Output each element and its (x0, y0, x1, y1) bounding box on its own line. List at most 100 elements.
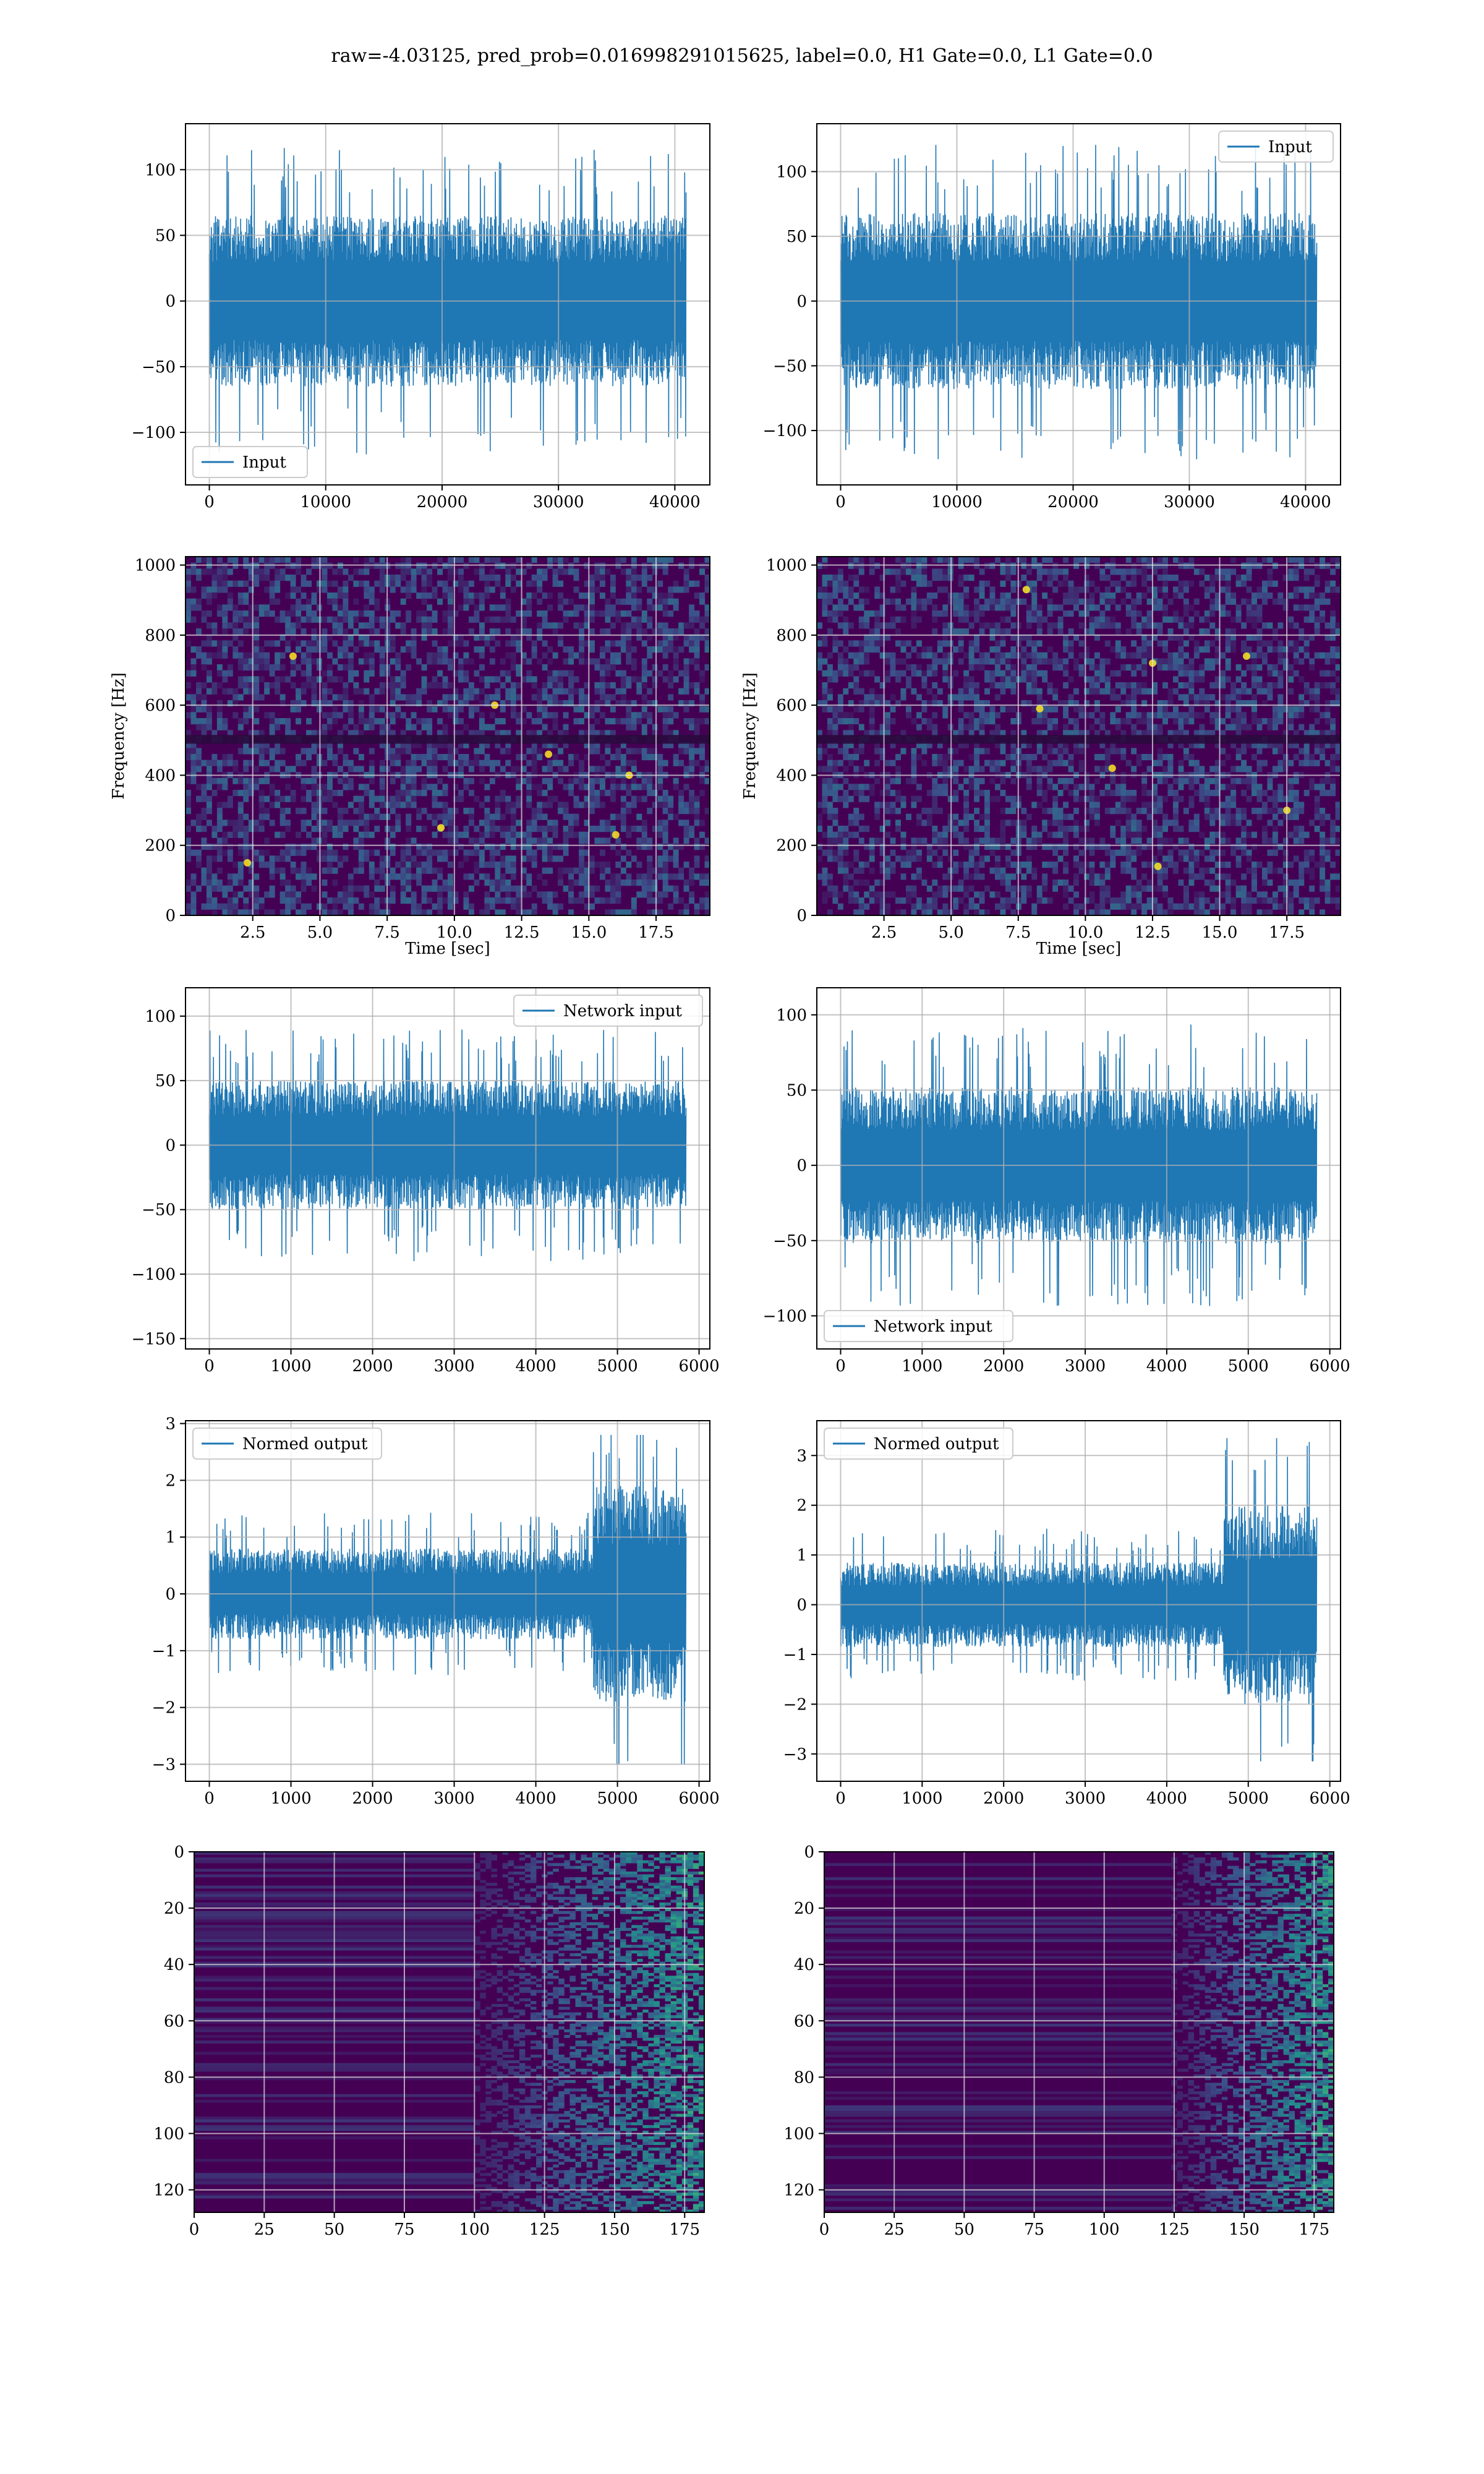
spectrogram-cell (296, 849, 302, 856)
spectrogram-cell (306, 658, 312, 665)
y-tick-label: −50 (142, 358, 176, 377)
spectrogram-cell (631, 575, 637, 581)
spectrogram-cell (222, 646, 228, 653)
spectrogram-cell (853, 766, 859, 773)
spectrogram-cell (542, 813, 548, 820)
spectrogram-cell (311, 694, 317, 701)
spectrogram-cell (311, 562, 317, 569)
spectrogram-cell (505, 867, 511, 874)
spectrogram-cell (484, 873, 490, 880)
spectrogram-cell (474, 568, 480, 575)
spectrogram-cell (332, 802, 338, 808)
spectrogram-cell (332, 903, 338, 910)
spectrogram-cell (1115, 724, 1121, 730)
spectrogram-cell (694, 760, 700, 766)
spectrogram-cell (1252, 742, 1257, 748)
spectrogram-cell (275, 658, 281, 665)
spectrogram-cell (1178, 664, 1184, 671)
spectrogram-cell (348, 730, 354, 737)
spectrogram-cell (364, 557, 370, 563)
spectrogram-cell (662, 831, 668, 838)
spectrogram-cell (626, 760, 632, 766)
spectrogram-cell (958, 598, 964, 605)
spectrogram-cell (1167, 628, 1174, 635)
spectrogram-cell (379, 909, 385, 915)
spectrogram-cell (521, 628, 527, 635)
spectrogram-cell (427, 706, 433, 713)
spectrogram-cell (589, 706, 595, 713)
spectrogram-cell (500, 616, 506, 623)
spectrogram-cell (636, 676, 642, 683)
spectrogram-cell (1209, 718, 1216, 725)
spectrogram-cell (275, 802, 281, 808)
spectrogram-cell (516, 694, 522, 701)
spectrogram-cell (1104, 730, 1111, 737)
spectrogram-cell (364, 593, 370, 599)
spectrogram-cell (678, 802, 684, 808)
spectrogram-cell (432, 766, 438, 773)
spectrogram-cell (547, 760, 553, 766)
spectrogram-cell (885, 658, 891, 665)
spectrogram-cell (474, 760, 480, 766)
spectrogram-cell (526, 849, 532, 856)
spectrogram-cell (678, 670, 684, 677)
spectrogram-cell (211, 777, 218, 784)
spectrogram-cell (453, 831, 459, 838)
spectrogram-cell (1172, 610, 1179, 617)
spectrogram-cell (296, 844, 302, 850)
spectrogram-cell (1026, 688, 1032, 695)
spectrogram-cell (374, 646, 380, 653)
spectrogram-cell (911, 718, 917, 725)
spectrogram-cell (605, 598, 611, 605)
spectrogram-cell (1252, 616, 1257, 623)
spectrogram-cell (400, 897, 406, 904)
spectrogram-cell (1005, 706, 1011, 713)
spectrogram-cell (594, 658, 600, 665)
spectrogram-cell (1298, 694, 1305, 701)
spectrogram-cell (379, 873, 385, 880)
spectrogram-cell (301, 885, 307, 892)
spectrogram-cell (1010, 646, 1017, 653)
spectrogram-cell (279, 760, 286, 766)
spectrogram-cell (1225, 598, 1231, 605)
spectrogram-cell (411, 568, 417, 575)
spectrogram-cell (186, 730, 191, 737)
spectrogram-cell (1125, 682, 1132, 689)
spectrogram-cell (195, 557, 202, 563)
spectrogram-cell (699, 718, 706, 725)
spectrogram-cell (942, 610, 949, 617)
spectrogram-cell (432, 831, 438, 838)
legend-label: Input (1268, 138, 1312, 156)
spectrogram-cell (689, 557, 695, 563)
spectrogram-cell (694, 802, 700, 808)
spectrogram-cell (689, 682, 695, 689)
spectrogram-cell (479, 568, 485, 575)
spectrogram-cell (694, 610, 700, 617)
spectrogram-cell (1021, 754, 1027, 761)
spectrogram-cell (1214, 712, 1221, 719)
spectrogram-cell (353, 837, 359, 844)
spectrogram-cell (599, 568, 605, 575)
spectrogram-cell (222, 837, 228, 844)
spectrogram-cell (1252, 658, 1257, 665)
spectrogram-cell (610, 795, 616, 802)
spectrogram-cell (427, 844, 433, 850)
spectrogram-cell (979, 604, 985, 611)
spectrogram-cell (1152, 622, 1158, 629)
spectrogram-cell (905, 568, 911, 575)
spectrogram-cell (1225, 610, 1231, 617)
spectrogram-cell (921, 760, 927, 766)
spectrogram-cell (1330, 760, 1336, 766)
spectrogram-cell (1052, 718, 1059, 725)
spectrogram-cell (285, 557, 291, 563)
spectrogram-cell (326, 676, 333, 683)
spectrogram-cell (568, 790, 574, 797)
spectrogram-cell (1131, 610, 1137, 617)
spectrogram-cell (1136, 712, 1142, 719)
spectrogram-cell (254, 718, 260, 725)
spectrogram-cell (890, 664, 896, 671)
spectrogram-cell (379, 568, 385, 575)
spectrogram-cell (254, 820, 260, 826)
spectrogram-cell (636, 837, 642, 844)
spectrogram-cell (1068, 646, 1074, 653)
